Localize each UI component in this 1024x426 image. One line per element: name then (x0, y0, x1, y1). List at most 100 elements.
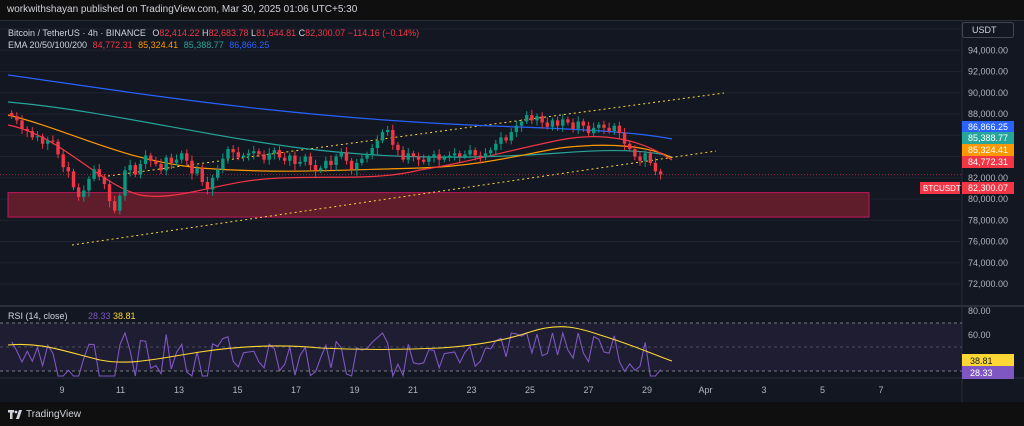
price-tick: 88,000.00 (968, 109, 1008, 119)
candle-body (113, 201, 117, 211)
candle-body (648, 153, 652, 163)
candle-body (236, 152, 240, 158)
candle-body (344, 152, 349, 161)
symbol-title[interactable]: Bitcoin / TetherUS · 4h · BINANCE (8, 28, 146, 38)
rsi-value-tag (962, 366, 1014, 379)
candle-body (540, 116, 544, 123)
time-axis[interactable]: 9 11 13 15 17 19 21 23 25 27 29 Apr 3 5 7 (59, 385, 883, 395)
candle-body (494, 143, 498, 151)
candle-body (509, 132, 513, 141)
candle-body (519, 121, 524, 126)
price-tag-text: 85,388.77 (968, 133, 1008, 143)
candle-body (40, 136, 45, 144)
candle-body (432, 154, 436, 158)
price-tick: 80,000.00 (968, 194, 1008, 204)
candle-body (61, 154, 65, 168)
candle-body (324, 160, 328, 169)
candle-body (628, 143, 632, 150)
support-zone[interactable] (7, 192, 870, 218)
candle-body (15, 116, 19, 121)
candle-body (226, 149, 230, 159)
ohlc-high: 82,683.78 (208, 28, 249, 38)
candle-body (308, 156, 313, 165)
candle-body (463, 154, 467, 157)
candle-body (205, 182, 210, 190)
candle-body (473, 150, 477, 156)
chart-canvas[interactable]: 96,000.0094,000.0092,000.0090,000.0088,0… (0, 20, 1024, 402)
rsi-ma-line[interactable] (7, 326, 673, 363)
candle-body (633, 149, 637, 157)
time-tick: 13 (174, 385, 184, 395)
rsi-value: 28.33 (88, 311, 111, 321)
price-tick: 76,000.00 (968, 237, 1008, 247)
candle-body (118, 195, 122, 211)
candle-body (107, 184, 112, 202)
legend-symbol-row: Bitcoin / TetherUS · 4h · BINANCE O82,41… (8, 27, 419, 39)
candle-body (252, 151, 256, 154)
candle-body (391, 129, 395, 145)
candle-body (360, 158, 364, 163)
candle-body (277, 150, 282, 158)
currency-button[interactable]: USDT (962, 22, 1014, 38)
candle-body (30, 131, 34, 138)
ema-100-line[interactable] (7, 101, 673, 158)
price-tick: 90,000.00 (968, 88, 1008, 98)
candle-body (458, 153, 462, 157)
candle-body (622, 133, 627, 144)
candle-body (576, 121, 580, 129)
time-tick: 15 (232, 385, 242, 395)
candlestick-series[interactable] (10, 109, 663, 215)
candle-body (257, 151, 261, 155)
ema-20-line[interactable] (7, 124, 673, 197)
candle-body (530, 115, 534, 121)
ohlc-l-label: L (251, 28, 257, 38)
tradingview-logo-icon (8, 410, 22, 419)
rsi-line[interactable] (11, 330, 662, 378)
candle-body (190, 160, 194, 174)
rsi-ma-tag-text: 38.81 (970, 356, 993, 366)
price-tick: 94,000.00 (968, 45, 1008, 55)
ema-20-value: 84,772.31 (92, 40, 133, 50)
candle-body (380, 132, 385, 141)
channel-lower-line[interactable] (71, 150, 717, 246)
candle-body (216, 169, 220, 178)
candle-body (298, 161, 302, 164)
candle-body (370, 148, 374, 155)
ema-label[interactable]: EMA 20/50/100/200 (8, 40, 88, 50)
candle-body (329, 160, 333, 165)
candle-body (602, 124, 606, 128)
ema-50-line[interactable] (7, 114, 673, 172)
candle-body (143, 155, 148, 164)
price-tag (962, 144, 1014, 156)
footer-brand[interactable]: TradingView (8, 409, 81, 420)
candle-body (525, 115, 529, 122)
candle-body (468, 150, 472, 155)
candle-body (76, 187, 81, 197)
legend-ema-row: EMA 20/50/100/200 84,772.31 85,324.41 85… (8, 39, 419, 51)
candle-body (375, 140, 380, 148)
candle-body (25, 128, 29, 131)
candle-body (586, 125, 591, 134)
candle-body (365, 154, 369, 159)
candle-body (46, 140, 50, 144)
candle-body (66, 167, 71, 172)
candle-body (288, 155, 292, 161)
footer-brand-text: TradingView (26, 409, 82, 420)
candle-body (643, 153, 647, 161)
candle-body (452, 153, 457, 156)
time-tick: 7 (878, 385, 883, 395)
time-tick: 9 (59, 385, 64, 395)
candle-body (159, 163, 163, 171)
candle-body (607, 127, 611, 131)
candle-body (653, 162, 658, 172)
price-tag (962, 156, 1014, 168)
candle-body (483, 153, 488, 158)
time-tick: 21 (408, 385, 418, 395)
price-tag (962, 182, 1014, 194)
publication-text: workwithshayan published on TradingView.… (7, 4, 358, 15)
time-tick: 25 (525, 385, 535, 395)
ema-200-line[interactable] (7, 74, 673, 140)
channel-upper-line[interactable] (107, 92, 725, 177)
symbol-tag-text: BTCUSDT (923, 184, 961, 193)
